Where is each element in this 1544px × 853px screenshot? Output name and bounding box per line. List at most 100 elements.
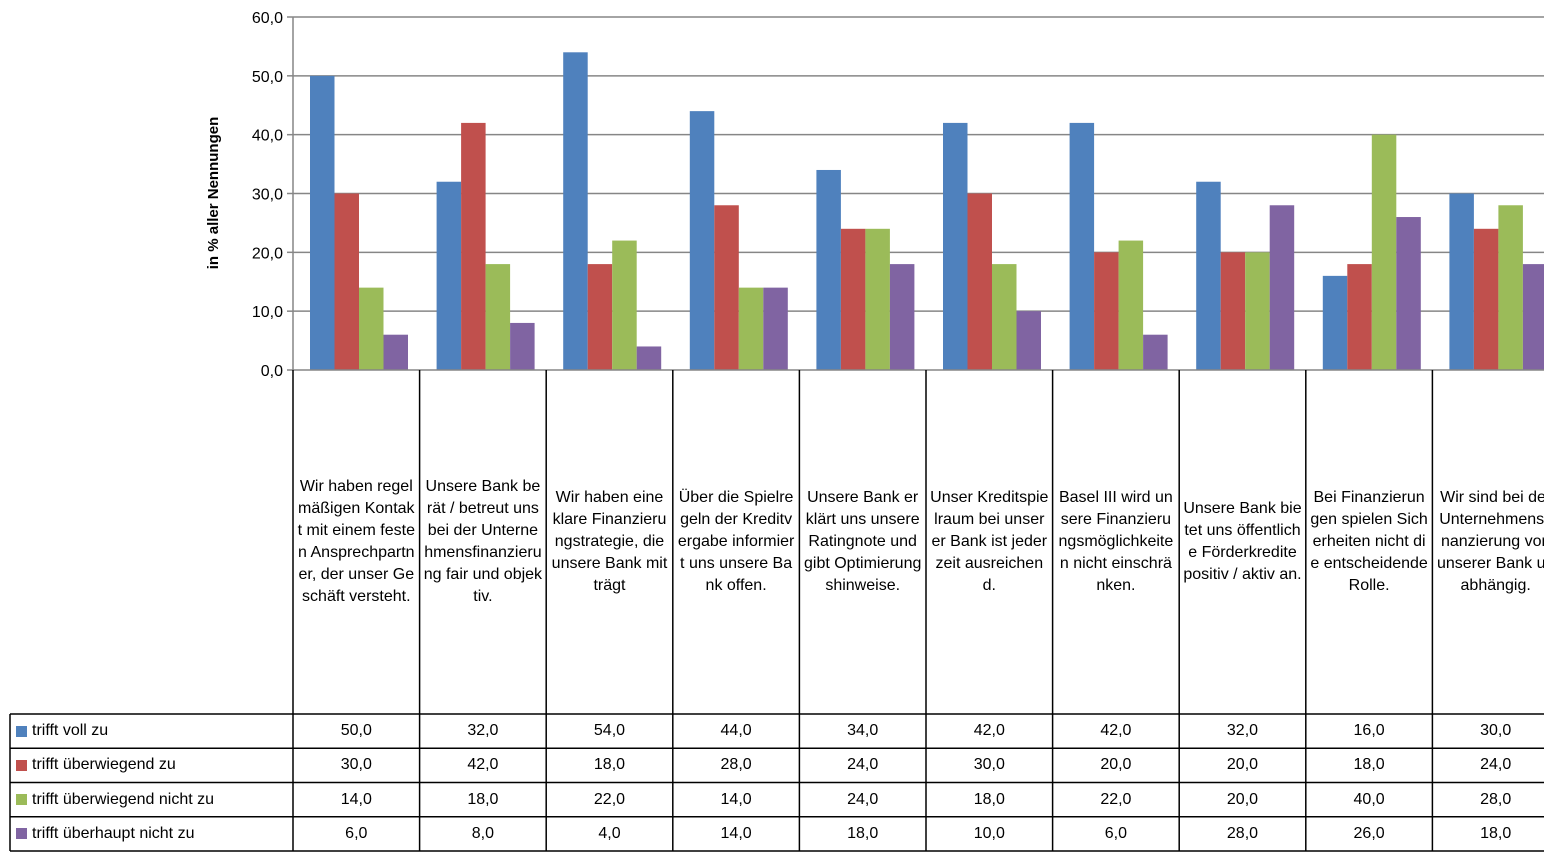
table-value: 24,0 [1480,756,1512,774]
y-tick-label: 20,0 [252,245,283,262]
bar-4-4 [763,287,788,370]
table-value: 18,0 [847,824,879,842]
category-label: Wir haben eine klare Finanzierungstrateg… [551,489,668,594]
y-tick-label: 0,0 [261,363,283,380]
bar-3-10 [1498,205,1523,370]
table-value: 14,0 [340,790,372,808]
bar-4-1 [383,334,408,370]
table-value: 18,0 [467,790,499,808]
table-value: 34,0 [847,722,879,740]
table-value: 20,0 [1226,790,1259,808]
bar-3-4 [738,287,764,370]
table-value: 28,0 [1226,824,1259,842]
y-tick-label: 60,0 [252,10,283,27]
table-value: 54,0 [593,722,626,740]
legend-label: trifft überwiegend nicht zu [32,790,215,808]
bar-4-3 [636,346,662,370]
table-value: 42,0 [973,722,1005,740]
bar-3-6 [992,264,1017,370]
bar-4-6 [1016,311,1041,370]
legend-label: trifft überwiegend zu [32,756,176,774]
bar-1-8 [1196,181,1221,370]
y-tick-label: 40,0 [252,128,283,145]
table-value: 42,0 [467,756,499,774]
category-label: Über die Spielregeln der Kreditvergabe i… [677,489,795,594]
table-value: 40,0 [1353,790,1385,808]
table-value: 16,0 [1353,722,1385,740]
table-value: 22,0 [1100,790,1132,808]
table-value: 8,0 [471,824,495,842]
table-value: 32,0 [1226,722,1259,740]
bar-3-9 [1371,134,1397,370]
bar-1-9 [1322,275,1348,370]
table-value: 30,0 [1480,722,1512,740]
data-table-lines [9,370,1544,852]
table-value: 18,0 [973,790,1005,808]
y-axis-label: in % aller Nennungen [205,117,222,270]
table-value: 30,0 [973,756,1005,774]
table-value: 50,0 [340,722,372,740]
category-label: Unsere Bank berät / betreut uns bei der … [423,478,543,605]
legend-swatch [16,828,27,840]
table-value: 14,0 [720,790,752,808]
category-label: Wir sind bei der Unternehmensfinanzierun… [1436,489,1544,594]
table-value: 24,0 [847,756,879,774]
table-value: 44,0 [720,722,752,740]
bar-2-1 [334,193,359,370]
bar-4-8 [1269,205,1295,370]
y-tick-labels: 0,0 10,0 20,0 30,0 40,0 50,0 60,0 [252,10,283,380]
y-tick-label: 30,0 [252,187,283,204]
table-value: 26,0 [1353,824,1385,842]
category-label: Bei Finanzierungen spielen Sicherheiten … [1310,489,1428,594]
legend-entry: trifft überhaupt nicht zu [10,817,293,851]
legend-swatch [16,725,27,737]
category-label: Unsere Bank erklärt uns unsere Ratingnot… [803,489,922,594]
table-value: 22,0 [593,790,626,808]
bar-2-3 [587,264,613,370]
legend-entry: trifft überwiegend zu [10,748,293,782]
bar-3-8 [1245,252,1270,370]
y-tick-label: 50,0 [252,69,283,86]
bar-1-1 [310,75,335,370]
bar-3-5 [865,228,890,370]
bar-4-2 [510,322,535,370]
bar-4-9 [1396,217,1421,370]
bars [310,52,1544,371]
table-value: 10,0 [973,824,1005,842]
bar-2-2 [461,122,486,371]
table-value: 14,0 [720,824,752,842]
table-value: 42,0 [1100,722,1132,740]
bar-1-7 [1069,122,1095,371]
table-value: 6,0 [345,824,368,842]
bar-2-5 [840,228,866,370]
legend-label: trifft überhaupt nicht zu [32,824,195,842]
legend-swatch [16,794,27,806]
bar-2-9 [1347,264,1372,370]
legend-entry: trifft voll zu [10,714,293,748]
bar-2-8 [1220,252,1246,370]
table-value: 32,0 [467,722,499,740]
bar-1-2 [436,181,462,370]
table-value: 4,0 [598,824,621,842]
category-label: Wir haben regelmäßigen Kontakt mit einem… [297,478,415,605]
bar-2-6 [967,193,992,370]
bar-3-7 [1118,240,1144,370]
category-label: Basel III wird unsere Finanzierungsmögli… [1058,489,1174,594]
bar-2-4 [714,205,739,370]
table-value: 28,0 [720,756,752,774]
bar-1-4 [689,111,715,370]
table-value: 6,0 [1104,824,1128,842]
legend-label: trifft voll zu [32,722,109,740]
bar-1-10 [1449,193,1474,370]
bar-3-3 [612,240,637,370]
table-value: 24,0 [847,790,879,808]
legend-entry: trifft überwiegend nicht zu [10,783,293,817]
axes [287,16,1544,371]
bar-3-2 [485,264,511,370]
table-value: 20,0 [1226,756,1259,774]
legend-swatch [16,759,27,771]
bar-1-6 [943,122,968,371]
category-label: Unser Kreditspielraum bei unserer Bank i… [930,489,1049,594]
bar-2-10 [1473,228,1499,370]
